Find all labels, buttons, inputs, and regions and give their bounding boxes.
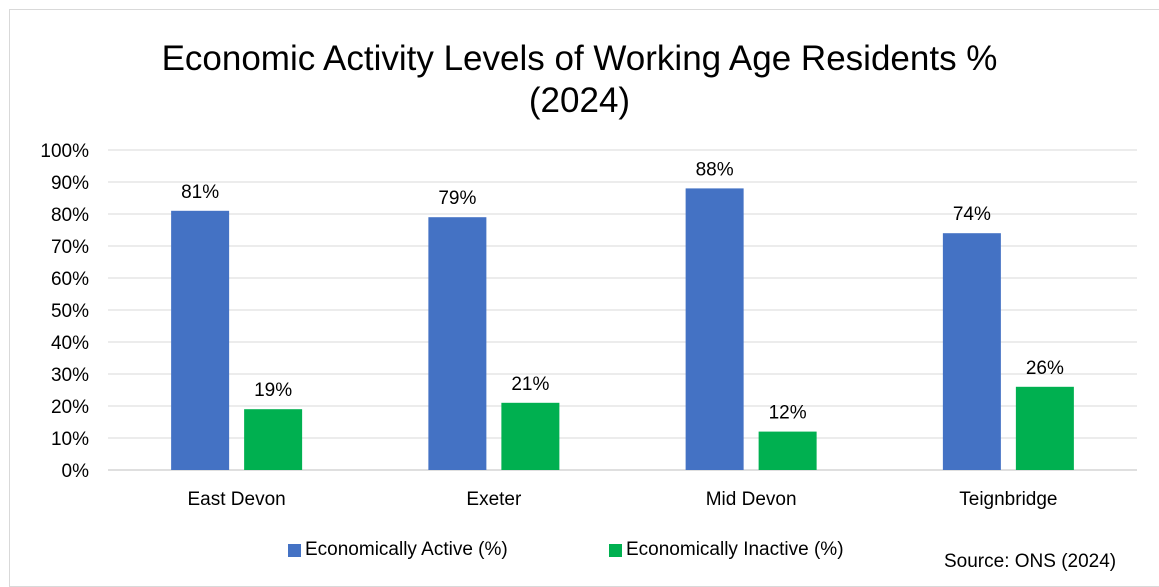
legend-label-active: Economically Active (%) [305, 539, 508, 560]
y-tick-label: 90% [51, 173, 89, 194]
source-note: Source: ONS (2024) [944, 551, 1117, 572]
data-label: 81% [181, 182, 219, 203]
data-label: 88% [696, 159, 734, 180]
legend-label-inactive: Economically Inactive (%) [626, 539, 844, 560]
x-tick-label: East Devon [188, 489, 286, 510]
x-tick-label: Exeter [466, 489, 522, 510]
legend-item-active: Economically Active (%) [288, 539, 508, 561]
data-label: 26% [1026, 358, 1064, 379]
y-tick-label: 80% [51, 205, 89, 226]
chart-title-line1: Economic Activity Levels of Working Age … [161, 39, 998, 78]
legend-swatch-inactive [609, 543, 622, 557]
legend-swatch-active [288, 543, 301, 557]
bar-inactive [244, 409, 303, 470]
y-tick-label: 70% [51, 237, 89, 258]
x-tick-label: Teignbridge [959, 489, 1057, 510]
y-tick-label: 50% [51, 301, 89, 322]
y-tick-label: 20% [51, 397, 89, 418]
x-tick-label: Mid Devon [706, 489, 797, 510]
chart-title-line2: (2024) [528, 81, 631, 120]
data-label: 79% [438, 188, 476, 209]
bar-inactive [1015, 386, 1074, 470]
y-tick-label: 0% [62, 461, 90, 482]
bar-active [428, 217, 487, 470]
data-label: 12% [769, 403, 807, 424]
data-label: 74% [953, 204, 991, 225]
bar-active [685, 188, 744, 470]
y-tick-label: 100% [40, 141, 89, 162]
bar-active [171, 210, 230, 471]
legend-item-inactive: Economically Inactive (%) [609, 539, 844, 561]
bar-inactive [501, 402, 560, 470]
data-label: 21% [511, 374, 549, 395]
y-tick-label: 60% [51, 269, 89, 290]
data-label: 19% [254, 380, 292, 401]
y-tick-label: 30% [51, 365, 89, 386]
bar-active [942, 233, 1001, 470]
y-tick-label: 10% [51, 429, 89, 450]
y-tick-label: 40% [51, 333, 89, 354]
bar-inactive [758, 431, 817, 470]
